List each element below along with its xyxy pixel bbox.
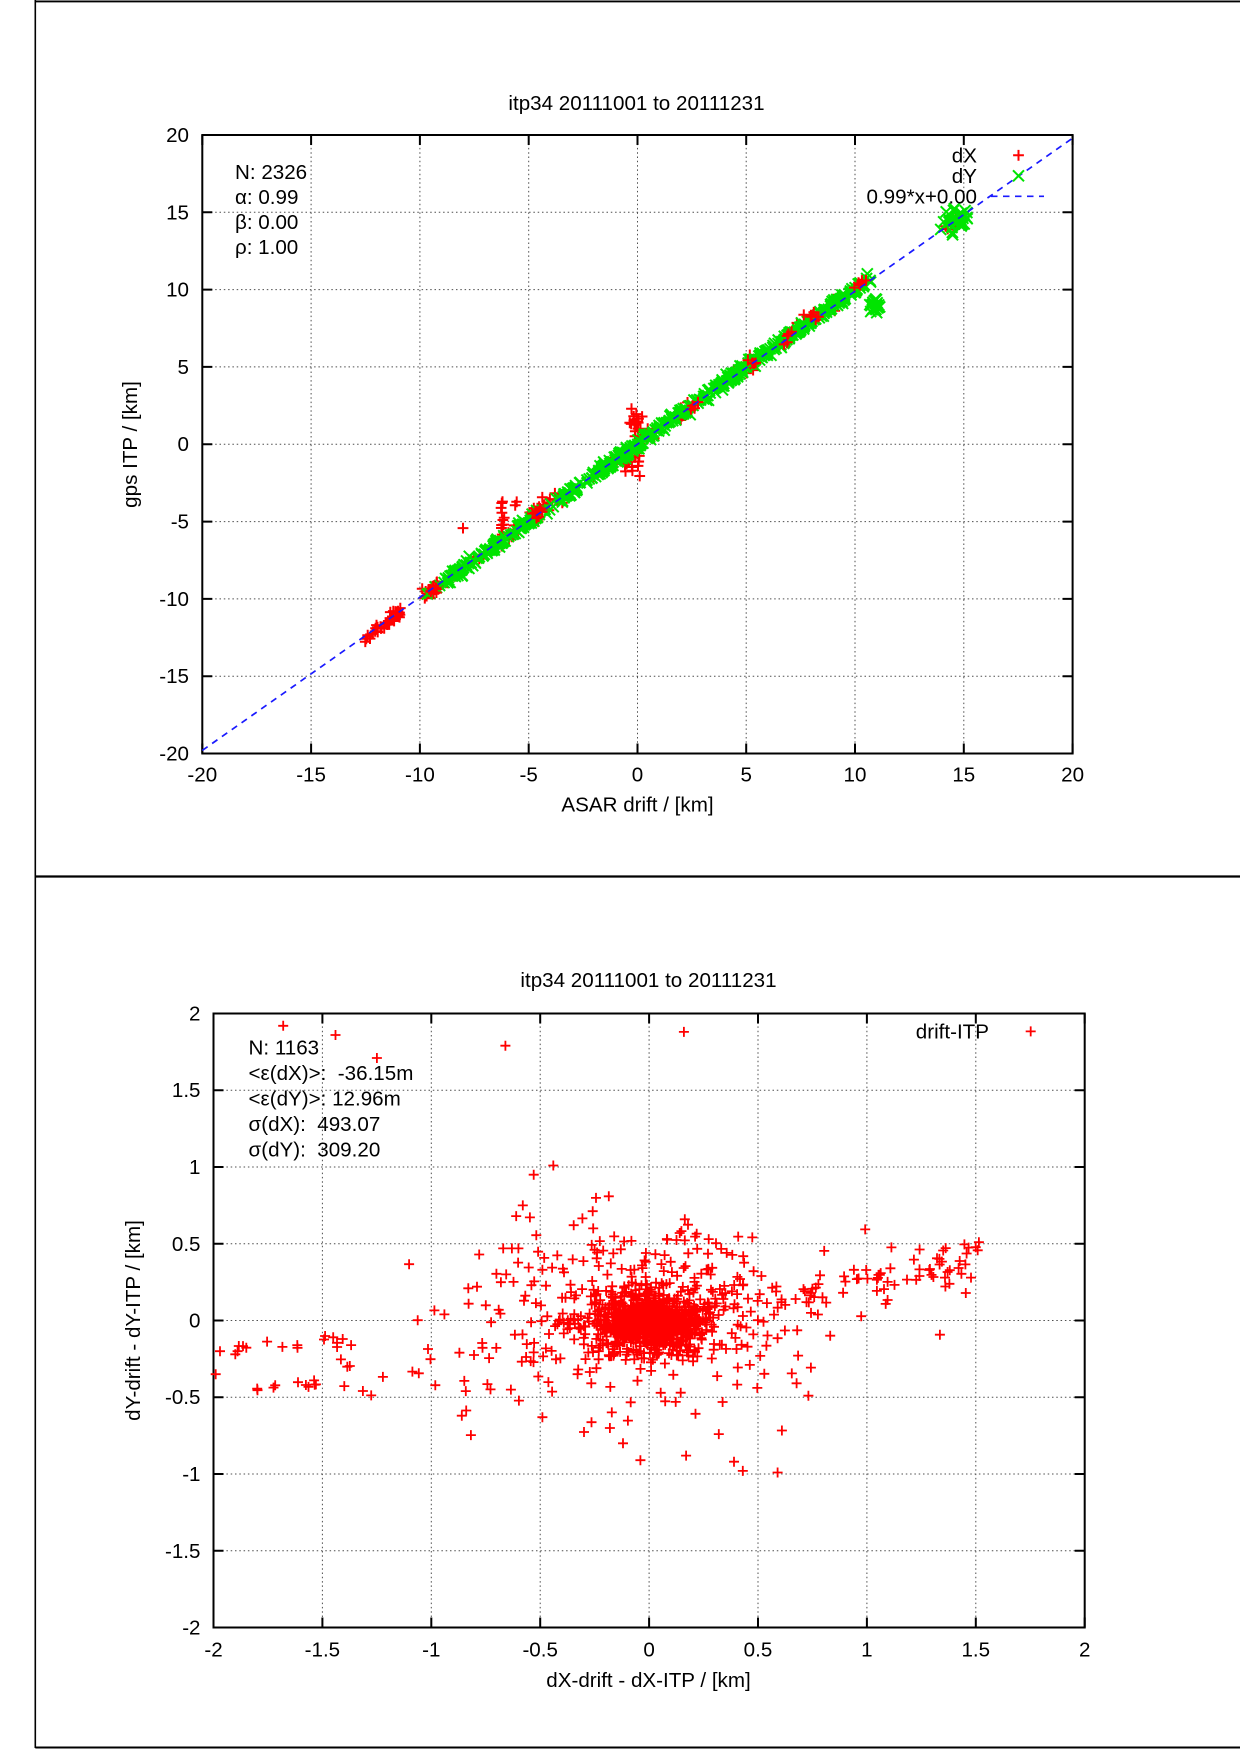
svg-text:dX-drift - dX-ITP / [km]: dX-drift - dX-ITP / [km]: [546, 1669, 750, 1692]
svg-text:0.5: 0.5: [744, 1639, 773, 1662]
svg-text:-1: -1: [422, 1639, 440, 1662]
svg-text:dY-drift - dY-ITP / [km]: dY-drift - dY-ITP / [km]: [122, 1220, 145, 1421]
svg-text:gps ITP / [km]: gps ITP / [km]: [119, 381, 142, 508]
svg-text:drift-ITP: drift-ITP: [916, 1021, 989, 1044]
svg-text:5: 5: [740, 764, 751, 787]
svg-text:5: 5: [178, 356, 189, 379]
svg-text:15: 15: [166, 201, 189, 224]
svg-text:dY: dY: [952, 165, 977, 188]
svg-text:itp34 20111001 to 20111231: itp34 20111001 to 20111231: [520, 969, 776, 992]
svg-text:-0.5: -0.5: [165, 1386, 201, 1409]
svg-text:-1.5: -1.5: [305, 1639, 341, 1662]
svg-text:0: 0: [178, 433, 189, 456]
svg-text:-2: -2: [182, 1617, 200, 1640]
svg-text:1.5: 1.5: [172, 1079, 201, 1102]
svg-text:0: 0: [643, 1639, 654, 1662]
svg-text:-15: -15: [159, 665, 189, 688]
svg-text:<ε(dX)>: -36.15m: <ε(dX)>: -36.15m: [249, 1062, 414, 1085]
svg-text:2: 2: [1079, 1639, 1090, 1662]
svg-text:-15: -15: [296, 764, 326, 787]
svg-text:2: 2: [189, 1003, 200, 1026]
svg-text:15: 15: [952, 764, 975, 787]
svg-text:-1: -1: [182, 1463, 200, 1486]
svg-text:-10: -10: [159, 588, 189, 611]
svg-text:1: 1: [861, 1639, 872, 1662]
svg-text:itp34 20111001 to 20111231: itp34 20111001 to 20111231: [508, 92, 764, 115]
svg-text:0: 0: [632, 764, 643, 787]
svg-text:0.99*x+0.00: 0.99*x+0.00: [866, 186, 977, 209]
svg-text:α: 0.99: α: 0.99: [235, 186, 298, 209]
svg-text:1: 1: [189, 1156, 200, 1179]
svg-text:-1.5: -1.5: [165, 1540, 201, 1563]
svg-text:-2: -2: [204, 1639, 222, 1662]
svg-text:20: 20: [1061, 764, 1084, 787]
svg-text:-0.5: -0.5: [522, 1639, 558, 1662]
svg-text:20: 20: [166, 124, 189, 147]
svg-text:-5: -5: [171, 511, 189, 534]
svg-text:ASAR drift / [km]: ASAR drift / [km]: [561, 794, 713, 817]
svg-text:0.5: 0.5: [172, 1233, 201, 1256]
svg-text:N: 2326: N: 2326: [235, 161, 307, 184]
svg-text:N: 1163: N: 1163: [249, 1037, 320, 1060]
svg-text:dX: dX: [952, 145, 977, 168]
svg-text:0: 0: [189, 1310, 200, 1333]
svg-text:σ(dX): 493.07: σ(dX): 493.07: [249, 1113, 381, 1136]
svg-text:-10: -10: [405, 764, 435, 787]
svg-text:10: 10: [166, 279, 189, 302]
svg-text:<ε(dY)>: 12.96m: <ε(dY)>: 12.96m: [249, 1088, 401, 1111]
svg-text:-20: -20: [187, 764, 217, 787]
svg-text:ρ: 1.00: ρ: 1.00: [235, 236, 298, 259]
svg-text:β: 0.00: β: 0.00: [235, 211, 298, 234]
svg-text:-5: -5: [520, 764, 538, 787]
svg-text:10: 10: [844, 764, 867, 787]
svg-text:1.5: 1.5: [961, 1639, 990, 1662]
svg-text:-20: -20: [159, 743, 189, 766]
svg-text:σ(dY): 309.20: σ(dY): 309.20: [249, 1139, 381, 1162]
